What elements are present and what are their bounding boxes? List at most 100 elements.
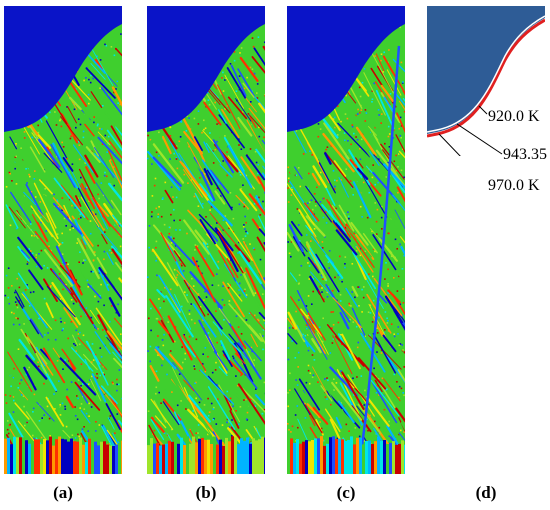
noise-speckle [302,333,304,336]
noise-speckle [72,302,75,305]
noise-speckle [376,351,378,353]
noise-speckle [97,244,99,247]
noise-speckle [26,284,28,286]
noise-speckle [396,381,398,383]
bottom-grain-column [368,440,371,474]
noise-speckle [94,213,97,216]
bottom-grain-column [10,444,13,474]
noise-speckle [317,123,320,125]
noise-speckle [229,63,232,65]
noise-speckle [47,332,49,334]
noise-speckle [50,285,52,287]
noise-speckle [149,138,152,141]
texture-streak [97,364,112,380]
noise-speckle [321,247,324,249]
texture-streak [183,387,199,418]
texture-streak [7,351,33,392]
noise-speckle [59,243,62,245]
noise-speckle [175,276,178,279]
noise-speckle [209,132,211,134]
noise-speckle [387,330,390,332]
texture-streak [241,387,265,413]
noise-speckle [198,436,200,439]
noise-speckle [287,166,289,169]
noise-speckle [259,258,262,261]
bottom-grain-column [147,445,150,474]
noise-speckle [344,226,347,229]
noise-speckle [378,158,380,160]
noise-speckle [290,241,293,243]
noise-speckle [93,116,95,118]
noise-speckle [155,317,158,320]
noise-speckle [308,367,311,369]
noise-speckle [295,310,297,313]
noise-speckle [203,404,206,406]
noise-speckle [84,187,87,190]
noise-speckle [327,261,330,263]
noise-speckle [243,224,245,226]
texture-streak [52,269,72,294]
noise-speckle [5,402,8,404]
texture-streak [317,159,336,194]
noise-speckle [99,59,102,61]
noise-speckle [155,207,158,210]
noise-speckle [206,243,209,245]
noise-speckle [249,398,252,401]
noise-speckle [375,220,378,223]
texture-streak [294,166,303,180]
texture-streak [375,149,405,189]
noise-speckle [359,95,362,98]
noise-speckle [207,355,209,358]
bottom-grain-column [222,446,225,474]
texture-streak [97,314,122,361]
noise-speckle [215,423,218,425]
noise-speckle [7,267,10,269]
noise-speckle [103,373,105,376]
texture-streak [239,56,259,82]
texture-streak [34,212,61,246]
noise-speckle [10,385,12,388]
bottom-grain-column [374,441,377,474]
noise-speckle [197,123,200,125]
noise-speckle [108,249,111,252]
noise-speckle [157,216,159,218]
temperature-label-920: 920.0 K [488,108,540,125]
texture-streak [333,160,347,177]
noise-speckle [61,402,64,405]
noise-speckle [351,124,354,126]
texture-streak [157,320,170,335]
noise-speckle [117,102,119,104]
noise-speckle [92,84,95,87]
bottom-grain-column [308,441,311,474]
texture-streak [54,353,76,376]
noise-speckle [249,66,252,69]
noise-speckle [385,262,387,264]
noise-speckle [264,41,265,44]
noise-speckle [292,327,294,329]
noise-speckle [393,335,396,338]
noise-speckle [29,291,32,294]
noise-speckle [226,390,229,393]
texture-streak [235,194,250,210]
noise-speckle [306,365,308,368]
noise-speckle [313,359,316,361]
noise-speckle [349,180,352,182]
texture-streak [95,307,122,346]
noise-speckle [245,319,248,321]
noise-speckle [34,233,37,236]
bottom-grain-column [180,437,183,474]
texture-streak [345,287,359,308]
bottom-grain-column [290,438,293,474]
noise-speckle [28,173,30,176]
noise-speckle [378,316,380,319]
noise-speckle [388,232,390,235]
noise-speckle [83,426,85,428]
bottom-grain-column [76,441,79,474]
noise-speckle [179,259,181,261]
texture-streak [92,210,105,231]
noise-speckle [184,358,186,360]
texture-streak [59,406,71,422]
noise-speckle [243,201,245,204]
noise-speckle [118,225,120,227]
noise-speckle [43,382,45,385]
